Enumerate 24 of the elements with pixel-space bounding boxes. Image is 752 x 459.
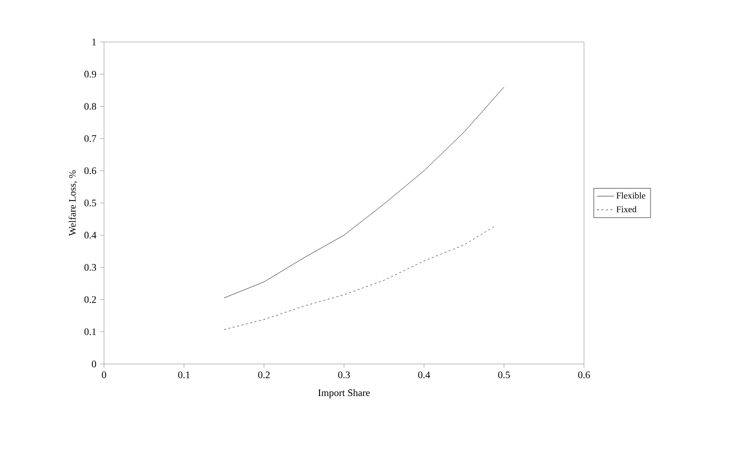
x-tick-label: 0.4 — [418, 372, 430, 378]
y-tick-label: 0.7 — [84, 135, 96, 142]
line-series — [224, 86, 504, 298]
line-series — [224, 225, 496, 330]
y-tick-label: 0.6 — [84, 167, 96, 174]
y-tick-label: 0.4 — [84, 232, 96, 239]
y-tick-label: 0.2 — [84, 296, 96, 303]
x-axis-title: Import Share — [318, 389, 370, 398]
y-tick-label: 0 — [92, 360, 96, 368]
x-tick-label: 0.1 — [178, 372, 190, 378]
y-tick-label: 0.9 — [84, 70, 96, 78]
x-tick-label: 0 — [102, 372, 106, 378]
legend-label: Flexible — [616, 192, 646, 199]
y-tick-label: 0.1 — [84, 328, 96, 336]
y-tick-label: 0.5 — [84, 200, 96, 206]
y-tick-label: 0.3 — [84, 264, 96, 271]
y-tick-label: 1 — [92, 38, 96, 46]
y-axis-title: Welfare Loss, % — [68, 170, 78, 236]
y-tick-label: 0.8 — [84, 103, 96, 110]
legend-label: Fixed — [616, 206, 637, 212]
x-tick-label: 0.3 — [338, 372, 350, 378]
x-tick-label: 0.5 — [498, 372, 510, 378]
x-tick-label: 0.2 — [258, 372, 270, 378]
x-tick-label: 0.6 — [578, 372, 590, 378]
